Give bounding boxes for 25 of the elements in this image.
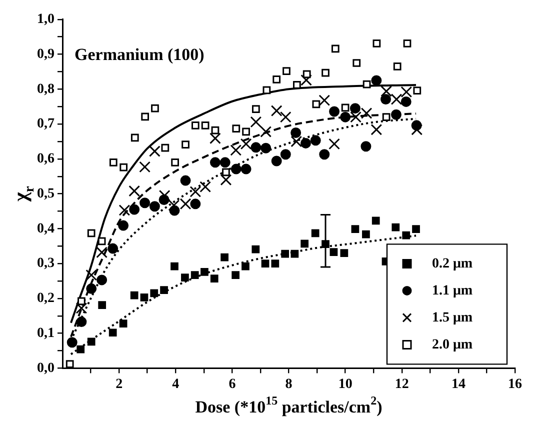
y-tick-label: 0,4 xyxy=(37,221,54,236)
y-tick-label: 1,0 xyxy=(37,12,54,28)
y-tick-label: 0,2 xyxy=(37,291,54,306)
y-axis-title: χr xyxy=(10,186,38,203)
x-tick-label: 14 xyxy=(451,377,466,392)
x-tick-label: 8 xyxy=(285,377,292,392)
x-tick-label: 16 xyxy=(508,377,522,392)
y-tick-label: 0,0 xyxy=(37,360,54,376)
legend-label: 0.2 μm xyxy=(432,256,473,272)
y-tick-label: 0,8 xyxy=(37,82,54,97)
y-tick-label: 0,3 xyxy=(37,256,54,272)
legend-label: 1.5 μm xyxy=(432,310,473,326)
annotation: Germanium (100) xyxy=(74,44,204,64)
x-tick-label: 10 xyxy=(338,377,352,392)
x-tick-label: 4 xyxy=(172,377,180,392)
x-tick-label: 2 xyxy=(116,377,123,392)
x-tick-label: 12 xyxy=(394,377,409,392)
y-tick-label: 0,6 xyxy=(37,152,54,167)
x-tick-label: 6 xyxy=(228,377,236,392)
y-tick-label: 0,7 xyxy=(37,116,54,132)
legend-label: 2.0 μm xyxy=(432,337,473,352)
y-tick-label: 0,9 xyxy=(37,46,54,62)
legend-label: 1.1 μm xyxy=(432,283,473,298)
y-tick-label: 0,1 xyxy=(37,326,54,341)
y-tick-label: 0,5 xyxy=(37,186,54,202)
